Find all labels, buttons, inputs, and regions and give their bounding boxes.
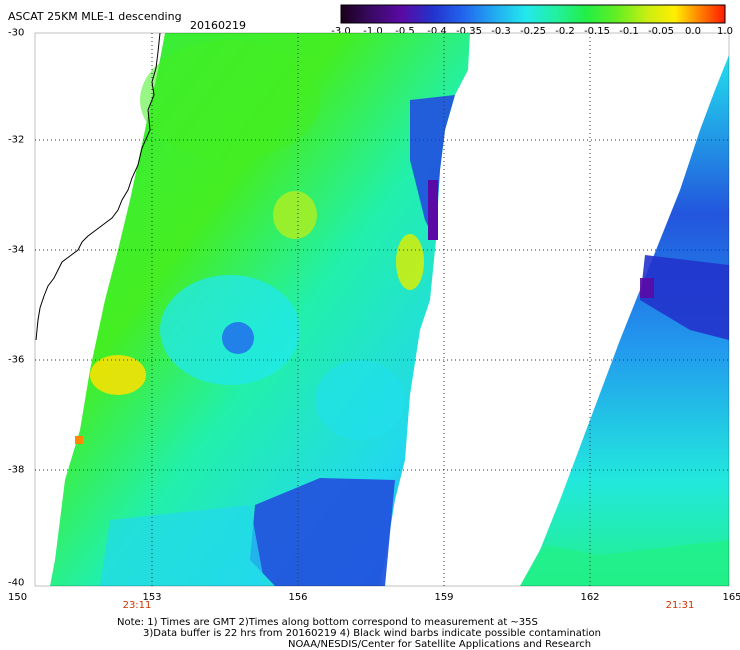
lon-label: 165 xyxy=(722,592,740,603)
colorbar-tick-label: 0.0 xyxy=(685,26,701,37)
colorbar-tick-label: -0.4 xyxy=(427,26,447,37)
swath-east xyxy=(520,55,729,586)
colorbar-tick-label: -0.1 xyxy=(619,26,639,37)
pass-time-west: 23:11 xyxy=(122,600,152,611)
colorbar-tick-label: 1.0 xyxy=(717,26,733,37)
feature-purple-edge xyxy=(428,180,438,240)
feature-cyan-south xyxy=(100,505,265,586)
graticule xyxy=(35,33,729,586)
colorbar-tick-label: -0.2 xyxy=(555,26,575,37)
lat-label: -30 xyxy=(8,27,25,39)
note-line-3: NOAA/NESDIS/Center for Satellite Applica… xyxy=(288,639,592,650)
feature-blue-ne-edge xyxy=(410,95,455,240)
feature-orange-pixel xyxy=(75,436,83,444)
map-frame xyxy=(34,32,730,587)
feature-green-east-south xyxy=(520,540,729,586)
feature-yellow-2 xyxy=(396,234,424,290)
lon-label: 162 xyxy=(580,592,600,603)
feature-yellow-1 xyxy=(273,191,317,239)
lat-label: -38 xyxy=(8,464,25,476)
colorbar-tick-label: -0.05 xyxy=(648,26,674,37)
colorbar-tick-label: -0.5 xyxy=(395,26,415,37)
colorbar-tick-label: -0.15 xyxy=(584,26,610,37)
colorbar-tick-label: -1.0 xyxy=(363,26,383,37)
lon-label: 156 xyxy=(288,592,308,603)
product-date: 20160219 xyxy=(190,19,246,32)
lat-label: -32 xyxy=(8,134,25,146)
colorbar xyxy=(340,4,726,24)
feature-purple-east xyxy=(640,278,654,298)
lon-label: 150 xyxy=(8,592,28,603)
feature-blue-center xyxy=(222,322,254,354)
lat-label: -40 xyxy=(8,577,25,589)
note-line-2: 3)Data buffer is 22 hrs from 20160219 4)… xyxy=(143,628,601,639)
colorbar-tick-label: -0.35 xyxy=(456,26,482,37)
feature-deep-blue-east xyxy=(640,255,729,340)
lat-label: -34 xyxy=(8,244,25,256)
product-title: ASCAT 25KM MLE-1 descending xyxy=(8,10,182,23)
feature-blue-southeast xyxy=(250,478,395,586)
coastline xyxy=(35,33,161,341)
note-line-1: Note: 1) Times are GMT 2)Times along bot… xyxy=(117,617,538,628)
feature-cyan-east xyxy=(315,360,405,440)
pass-time-east: 21:31 xyxy=(665,600,695,611)
feature-green-north xyxy=(140,40,320,160)
colorbar-tick-label: -0.3 xyxy=(491,26,511,37)
lon-label: 159 xyxy=(434,592,454,603)
lon-label: 153 xyxy=(142,592,162,603)
colorbar-tick-label: -3.0 xyxy=(331,26,351,37)
feature-yellow-3 xyxy=(90,355,146,395)
colorbar-tick-label: -0.25 xyxy=(520,26,546,37)
lat-label: -36 xyxy=(8,354,25,366)
